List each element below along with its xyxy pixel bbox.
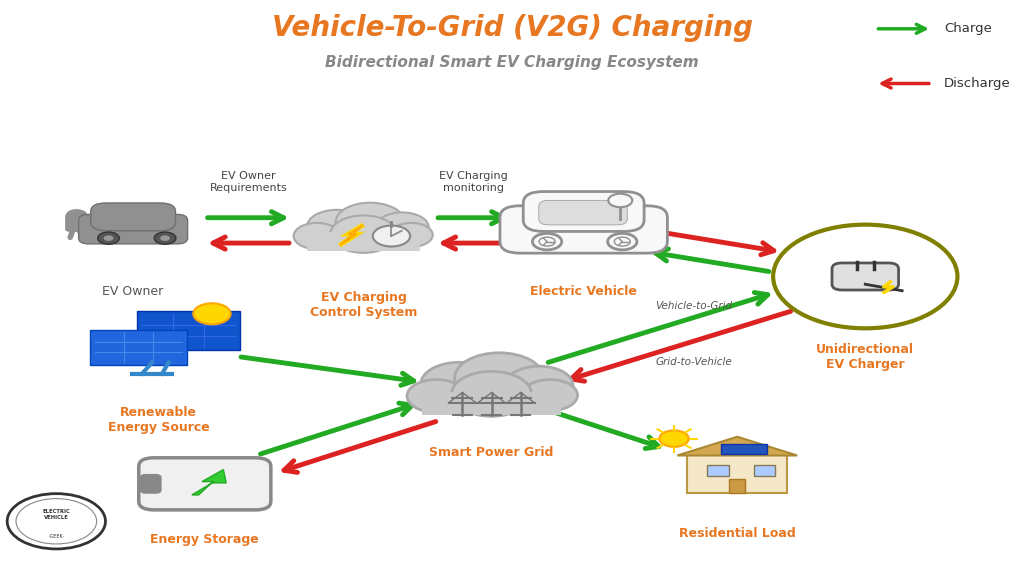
Circle shape bbox=[614, 237, 630, 246]
Text: Charge: Charge bbox=[944, 22, 992, 35]
Circle shape bbox=[421, 362, 498, 406]
Circle shape bbox=[66, 209, 87, 221]
FancyBboxPatch shape bbox=[137, 311, 241, 350]
FancyBboxPatch shape bbox=[539, 200, 627, 225]
Circle shape bbox=[7, 494, 105, 549]
Circle shape bbox=[407, 380, 465, 412]
FancyBboxPatch shape bbox=[140, 475, 161, 493]
FancyBboxPatch shape bbox=[500, 206, 668, 253]
Text: Residential Load: Residential Load bbox=[679, 527, 796, 540]
Text: EV Charging
monitoring: EV Charging monitoring bbox=[439, 172, 508, 193]
Text: Vehicle-to-Grid: Vehicle-to-Grid bbox=[655, 301, 732, 311]
Text: Renewable
Energy Source: Renewable Energy Source bbox=[108, 406, 210, 434]
Circle shape bbox=[97, 232, 120, 244]
Circle shape bbox=[373, 226, 410, 247]
Circle shape bbox=[155, 232, 176, 244]
Circle shape bbox=[532, 233, 562, 250]
Circle shape bbox=[376, 213, 429, 242]
Text: Discharge: Discharge bbox=[944, 77, 1011, 90]
FancyBboxPatch shape bbox=[754, 465, 775, 476]
Text: Unidirectional
EV Charger: Unidirectional EV Charger bbox=[816, 343, 914, 371]
Text: Smart Power Grid: Smart Power Grid bbox=[429, 446, 554, 460]
Circle shape bbox=[330, 215, 396, 253]
Polygon shape bbox=[191, 469, 226, 495]
Text: ·GEEK·: ·GEEK· bbox=[48, 534, 65, 539]
Polygon shape bbox=[340, 225, 364, 245]
Circle shape bbox=[455, 353, 544, 403]
Circle shape bbox=[452, 372, 531, 416]
Circle shape bbox=[16, 499, 96, 544]
FancyBboxPatch shape bbox=[708, 465, 729, 476]
Circle shape bbox=[160, 236, 170, 241]
Circle shape bbox=[608, 194, 632, 207]
Text: Grid-to-Vehicle: Grid-to-Vehicle bbox=[655, 357, 732, 367]
Circle shape bbox=[194, 304, 230, 324]
Circle shape bbox=[390, 223, 433, 247]
FancyBboxPatch shape bbox=[91, 203, 175, 231]
FancyBboxPatch shape bbox=[307, 232, 420, 251]
FancyBboxPatch shape bbox=[66, 214, 88, 232]
Circle shape bbox=[307, 210, 367, 244]
FancyBboxPatch shape bbox=[523, 192, 644, 232]
Circle shape bbox=[659, 430, 689, 447]
Circle shape bbox=[539, 237, 555, 246]
FancyBboxPatch shape bbox=[79, 214, 187, 244]
Text: Electric Vehicle: Electric Vehicle bbox=[530, 285, 637, 298]
Circle shape bbox=[522, 380, 578, 411]
Text: EV Owner: EV Owner bbox=[102, 285, 164, 298]
Text: EV Charging
Control System: EV Charging Control System bbox=[310, 291, 417, 319]
FancyBboxPatch shape bbox=[831, 263, 899, 290]
Text: Vehicle-To-Grid (V2G) Charging: Vehicle-To-Grid (V2G) Charging bbox=[271, 14, 753, 43]
Text: Bidirectional Smart EV Charging Ecosystem: Bidirectional Smart EV Charging Ecosyste… bbox=[326, 55, 698, 70]
Circle shape bbox=[607, 233, 637, 250]
FancyBboxPatch shape bbox=[422, 392, 561, 415]
Circle shape bbox=[103, 236, 114, 241]
FancyBboxPatch shape bbox=[139, 458, 270, 510]
Polygon shape bbox=[678, 437, 797, 456]
FancyBboxPatch shape bbox=[721, 444, 767, 454]
Circle shape bbox=[336, 203, 404, 242]
FancyBboxPatch shape bbox=[729, 479, 745, 493]
Text: Energy Storage: Energy Storage bbox=[151, 533, 259, 546]
Circle shape bbox=[773, 225, 957, 328]
FancyBboxPatch shape bbox=[90, 329, 187, 365]
Circle shape bbox=[294, 223, 340, 249]
Circle shape bbox=[505, 366, 573, 404]
Text: ELECTRIC
VEHICLE: ELECTRIC VEHICLE bbox=[42, 509, 71, 520]
FancyBboxPatch shape bbox=[687, 456, 787, 493]
Text: EV Owner
Requirements: EV Owner Requirements bbox=[210, 172, 287, 193]
